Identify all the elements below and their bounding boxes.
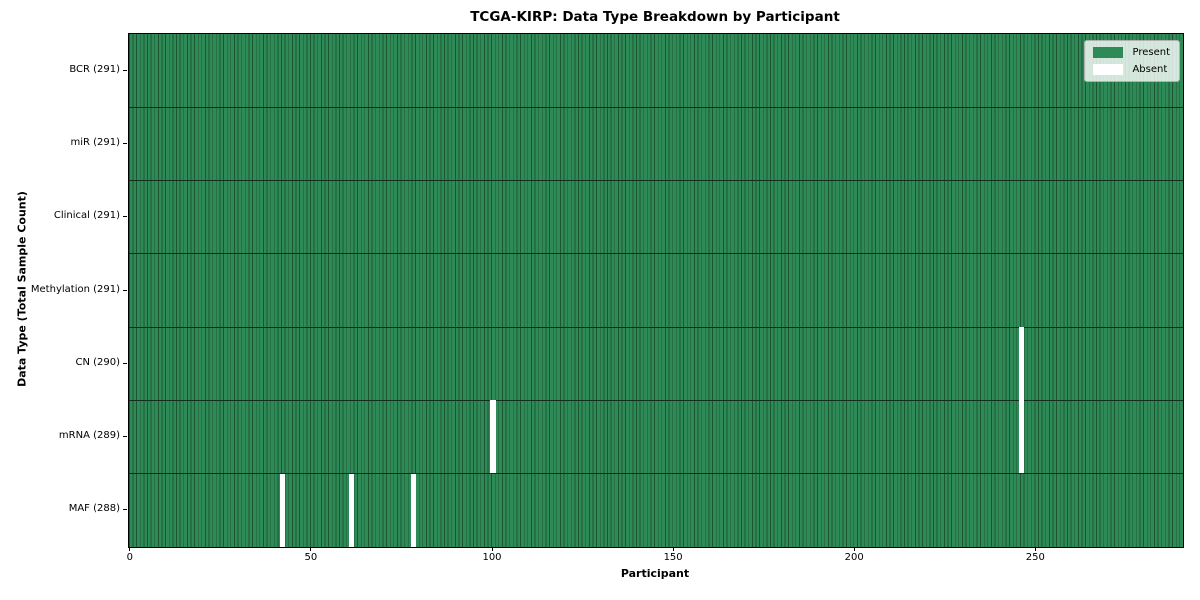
y-tick-mark	[123, 216, 127, 218]
x-tick-mark	[853, 547, 855, 551]
x-tick-label: 0	[126, 552, 133, 563]
y-tick-label: Clinical (291)	[53, 210, 120, 222]
y-tick-mark	[123, 289, 127, 291]
x-tick-label: 150	[663, 552, 683, 563]
row-divider	[129, 326, 1183, 328]
chart-title: TCGA-KIRP: Data Type Breakdown by Partic…	[470, 9, 840, 25]
x-tick-mark	[310, 547, 312, 551]
row-divider	[129, 399, 1183, 401]
x-tick-mark	[1034, 547, 1036, 551]
legend-item-present: Present	[1093, 47, 1170, 58]
legend-swatch-absent	[1093, 64, 1124, 75]
x-tick-label: 200	[844, 552, 864, 563]
row-divider	[129, 180, 1183, 182]
x-tick-label: 100	[482, 552, 502, 563]
x-tick-label: 250	[1025, 552, 1045, 563]
absent-gap-CN-246	[1019, 327, 1025, 401]
y-tick-mark	[123, 362, 127, 364]
y-tick-label: miR (291)	[70, 136, 120, 148]
legend-swatch-present	[1093, 47, 1124, 58]
legend-label: Present	[1132, 47, 1170, 58]
y-tick-mark	[123, 142, 127, 144]
y-tick-mark	[123, 436, 127, 438]
x-tick-mark	[129, 547, 131, 551]
x-tick-label: 50	[304, 552, 318, 563]
y-tick-mark	[123, 69, 127, 71]
legend: Present Absent	[1084, 40, 1180, 82]
y-tick-label: CN (290)	[75, 356, 120, 368]
x-axis-label: Participant	[620, 567, 690, 580]
y-tick-label: mRNA (289)	[58, 430, 120, 442]
row-divider	[129, 253, 1183, 255]
y-tick-label: MAF (288)	[68, 503, 120, 515]
plot-area: Present Absent	[128, 33, 1184, 548]
x-tick-mark	[491, 547, 493, 551]
absent-gap-mRNA-100	[490, 400, 496, 474]
absent-gap-MAF-78	[410, 473, 416, 547]
y-tick-label: Methylation (291)	[30, 283, 120, 295]
y-tick-label: BCR (291)	[69, 63, 120, 75]
y-tick-mark	[123, 509, 127, 511]
row-divider	[129, 106, 1183, 108]
x-tick-mark	[672, 547, 674, 551]
row-divider	[129, 473, 1183, 475]
absent-gap-MAF-42	[280, 473, 286, 547]
legend-item-absent: Absent	[1093, 64, 1170, 75]
absent-gap-mRNA-246	[1019, 400, 1025, 474]
absent-gap-MAF-61	[349, 473, 355, 547]
legend-label: Absent	[1132, 64, 1168, 75]
